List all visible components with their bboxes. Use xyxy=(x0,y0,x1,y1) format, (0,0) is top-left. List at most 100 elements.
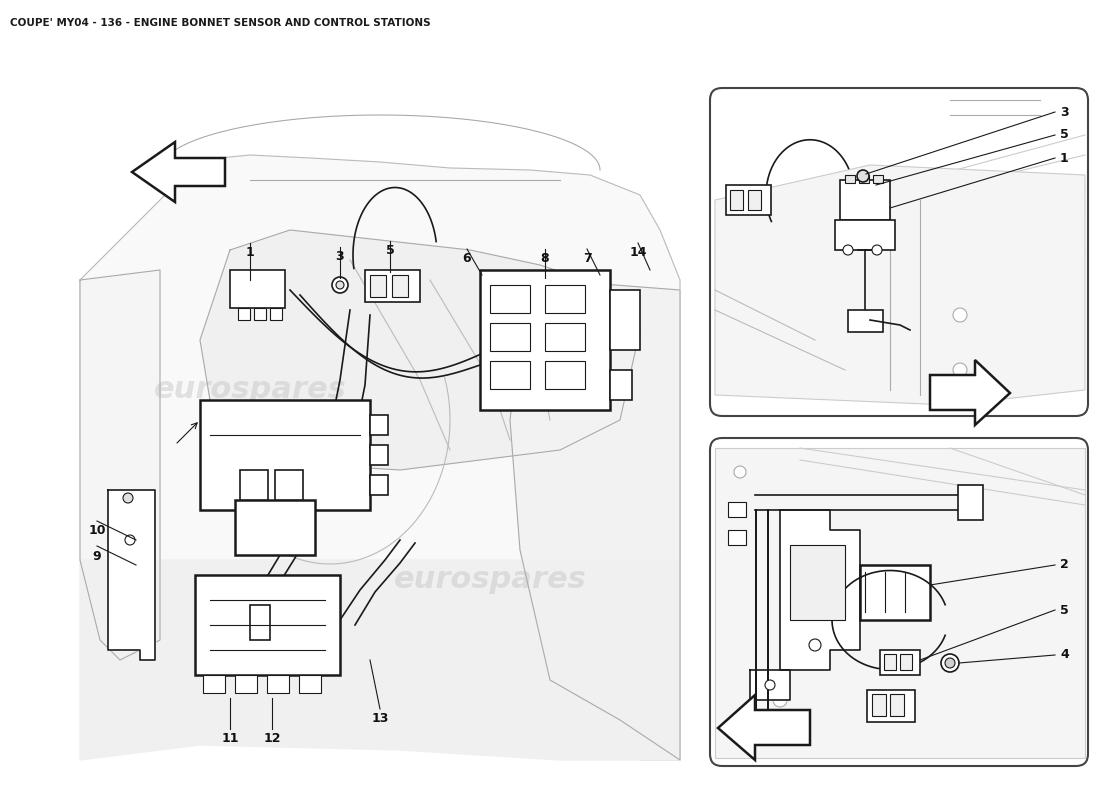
Bar xyxy=(872,694,886,716)
Bar xyxy=(204,675,226,693)
Bar xyxy=(610,370,632,400)
Text: eurospares: eurospares xyxy=(154,375,346,405)
Text: 12: 12 xyxy=(263,733,280,746)
Text: 1: 1 xyxy=(1060,151,1069,165)
Polygon shape xyxy=(80,155,680,760)
Bar xyxy=(610,290,640,350)
Polygon shape xyxy=(750,670,790,700)
Bar xyxy=(490,323,530,351)
Bar xyxy=(370,445,388,465)
Text: COUPE' MY04 - 136 - ENGINE BONNET SENSOR AND CONTROL STATIONS: COUPE' MY04 - 136 - ENGINE BONNET SENSOR… xyxy=(10,18,430,28)
Bar xyxy=(365,270,420,302)
Circle shape xyxy=(872,245,882,255)
Circle shape xyxy=(332,277,348,293)
Circle shape xyxy=(940,654,959,672)
Bar xyxy=(254,308,266,320)
Text: 13: 13 xyxy=(372,713,388,726)
Bar xyxy=(230,270,285,308)
Bar xyxy=(860,565,930,620)
Circle shape xyxy=(857,170,869,182)
Text: 5: 5 xyxy=(1060,129,1069,142)
Polygon shape xyxy=(510,280,680,760)
Text: 9: 9 xyxy=(92,550,101,562)
Text: 3: 3 xyxy=(1060,106,1068,118)
Bar xyxy=(958,485,983,520)
Text: 4: 4 xyxy=(1060,649,1069,662)
Polygon shape xyxy=(780,510,860,670)
Polygon shape xyxy=(80,270,160,660)
Text: 11: 11 xyxy=(221,733,239,746)
Bar xyxy=(845,175,855,183)
Bar xyxy=(544,361,585,389)
Bar xyxy=(270,308,282,320)
Bar xyxy=(900,654,912,670)
Circle shape xyxy=(953,308,967,322)
Bar xyxy=(392,275,408,297)
Polygon shape xyxy=(108,490,155,660)
Bar xyxy=(267,675,289,693)
Bar xyxy=(235,675,257,693)
Bar xyxy=(544,323,585,351)
Bar xyxy=(200,400,370,510)
Bar xyxy=(840,180,890,220)
FancyBboxPatch shape xyxy=(710,438,1088,766)
Text: 8: 8 xyxy=(541,253,549,266)
Circle shape xyxy=(764,680,776,690)
Text: 1: 1 xyxy=(245,246,254,259)
Circle shape xyxy=(734,466,746,478)
Polygon shape xyxy=(80,560,680,760)
Text: 14: 14 xyxy=(629,246,647,259)
Bar xyxy=(480,270,611,410)
Bar xyxy=(250,605,270,640)
Polygon shape xyxy=(930,360,1010,425)
Text: 7: 7 xyxy=(583,253,592,266)
Bar xyxy=(873,175,883,183)
Bar xyxy=(195,575,340,675)
Circle shape xyxy=(773,693,786,707)
Circle shape xyxy=(843,245,852,255)
Bar xyxy=(490,285,530,313)
Bar xyxy=(867,690,915,722)
Bar xyxy=(240,470,268,500)
Bar xyxy=(726,185,771,215)
Circle shape xyxy=(945,658,955,668)
Bar xyxy=(790,545,845,620)
Circle shape xyxy=(336,281,344,289)
Bar xyxy=(728,530,746,545)
Bar xyxy=(235,500,315,555)
Polygon shape xyxy=(132,142,226,202)
Bar xyxy=(730,190,743,210)
Text: 5: 5 xyxy=(1060,603,1069,617)
Bar xyxy=(890,694,904,716)
Bar xyxy=(544,285,585,313)
Bar xyxy=(859,175,869,183)
Polygon shape xyxy=(715,165,1085,405)
Circle shape xyxy=(123,493,133,503)
FancyBboxPatch shape xyxy=(710,88,1088,416)
Bar xyxy=(728,502,746,517)
Bar xyxy=(275,470,302,500)
Bar xyxy=(748,190,761,210)
Circle shape xyxy=(125,535,135,545)
Bar xyxy=(884,654,896,670)
Text: eurospares: eurospares xyxy=(793,306,916,325)
Text: eurospares: eurospares xyxy=(823,610,947,630)
Bar xyxy=(370,275,386,297)
Text: eurospares: eurospares xyxy=(394,566,586,594)
Bar xyxy=(880,650,920,675)
Bar xyxy=(848,310,883,332)
Polygon shape xyxy=(200,230,640,470)
Bar xyxy=(835,220,895,250)
Polygon shape xyxy=(715,448,1085,758)
Text: 10: 10 xyxy=(88,525,106,538)
Polygon shape xyxy=(718,695,810,760)
Circle shape xyxy=(808,639,821,651)
Bar xyxy=(370,475,388,495)
Circle shape xyxy=(953,363,967,377)
Bar xyxy=(238,308,250,320)
Bar xyxy=(490,361,530,389)
Text: 6: 6 xyxy=(463,253,471,266)
Text: 5: 5 xyxy=(386,245,395,258)
Text: 3: 3 xyxy=(336,250,344,263)
Text: 2: 2 xyxy=(1060,558,1069,571)
